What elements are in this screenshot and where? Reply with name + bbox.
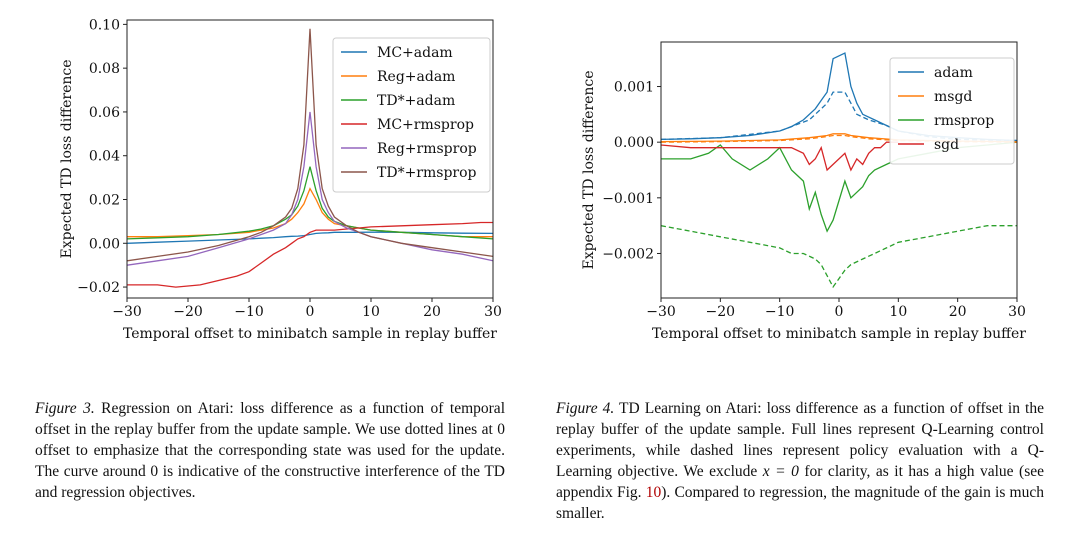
x-tick-label: −30	[646, 304, 676, 320]
x-tick-label: −30	[112, 304, 142, 320]
legend-label: MC+adam	[377, 45, 453, 61]
figure-4-plot: −30 −20 −10 0 10 20 30 −0.002 −0.001 0.000 0.001 Te…	[581, 41, 1026, 342]
x-tick-label: 10	[889, 304, 907, 320]
legend-label: adam	[934, 65, 973, 81]
y-tick-label: 0.06	[89, 105, 120, 121]
series-line-mc-rmsprop	[127, 221, 493, 288]
x-tick-label: −20	[706, 304, 736, 320]
legend-label: Reg+adam	[377, 69, 455, 85]
y-tick-label: 0.08	[89, 61, 120, 77]
x-tick-label: −10	[765, 304, 795, 320]
legend-label: TD*+rmsprop	[377, 165, 477, 181]
legend-label: Reg+rmsprop	[377, 141, 477, 157]
y-tick-label: −0.02	[77, 280, 120, 296]
legend-box	[332, 37, 491, 193]
legend-box	[889, 57, 1015, 165]
x-tick-label: 10	[362, 304, 380, 320]
figure-4-caption-text-2: for clarity, as it has a high value (see…	[556, 463, 1044, 501]
x-tick-label: 0	[835, 304, 844, 320]
y-tick-label: 0.02	[89, 192, 120, 208]
legend: MC+adam Reg+adam TD*+adam MC+rmsprop Reg+rms…	[332, 37, 491, 193]
legend-label: rmsprop	[934, 113, 994, 129]
y-tick-label: −0.002	[602, 246, 654, 262]
x-tick-label: 0	[306, 304, 315, 320]
x-tick-label: 30	[1008, 304, 1026, 320]
legend-label: TD*+adam	[377, 93, 455, 109]
figure-4-caption-text-3: ). Compared to regression, the magnitude…	[556, 484, 1044, 522]
y-axis-label: Expected TD loss difference	[581, 70, 597, 269]
x-axis-label: Temporal offset to minibatch sample in r…	[652, 326, 1026, 342]
figure-4-caption-math: x = 0	[762, 463, 799, 480]
legend: adam msgd rmsprop sgd	[889, 57, 1015, 165]
x-tick-label: −10	[234, 304, 264, 320]
figure-3-chart: −30 −20 −10 0 10 20 30 −0.02 0.00 0.02 0.04 0.06 0.0…	[0, 0, 540, 370]
x-tick-label: 30	[484, 304, 502, 320]
figure-3-caption-label: Figure 3.	[35, 400, 95, 417]
series-line-mc-adam	[126, 231, 494, 244]
legend-label: MC+rmsprop	[377, 117, 474, 133]
series-line-dashed-6	[660, 225, 1017, 289]
y-axis-label: Expected TD loss difference	[59, 59, 75, 258]
series-line-sgd	[660, 141, 899, 172]
legend-label: sgd	[934, 137, 959, 153]
figure-4-caption-text: TD Learning on Atari: loss difference as…	[556, 400, 1044, 480]
series-line-td-rmsprop	[126, 28, 494, 262]
figure-3-caption-text: Regression on Atari: loss difference as …	[35, 400, 505, 501]
figure-4-caption-label: Figure 4.	[556, 400, 615, 417]
y-tick-label: 0.000	[614, 135, 654, 151]
y-tick-label: 0.001	[614, 80, 654, 96]
x-tick-label: −20	[173, 304, 203, 320]
figure-4-caption: Figure 4. TD Learning on Atari: loss dif…	[556, 398, 1044, 524]
series-line-dashed-5	[660, 134, 1018, 143]
series-line-reg-adam	[127, 187, 493, 238]
x-axis-label: Temporal offset to minibatch sample in r…	[123, 326, 497, 342]
figure-4-chart: −30 −20 −10 0 10 20 30 −0.002 −0.001 0.000 0.001 Te…	[540, 0, 1080, 370]
x-tick-label: 20	[949, 304, 967, 320]
figure-3-caption: Figure 3. Regression on Atari: loss diff…	[35, 398, 505, 503]
x-tick-label: 20	[423, 304, 441, 320]
figure-4-appendix-link[interactable]: 10	[645, 484, 662, 501]
y-tick-label: 0.00	[89, 236, 120, 252]
series-line-td-adam	[126, 166, 494, 240]
y-tick-label: −0.001	[602, 191, 654, 207]
y-tick-label: 0.04	[89, 149, 120, 165]
y-tick-label: 0.10	[89, 17, 120, 33]
figure-3-plot: −30 −20 −10 0 10 20 30 −0.02 0.00 0.02 0.04 0.06 0.0…	[59, 17, 502, 342]
legend-label: msgd	[934, 89, 972, 105]
